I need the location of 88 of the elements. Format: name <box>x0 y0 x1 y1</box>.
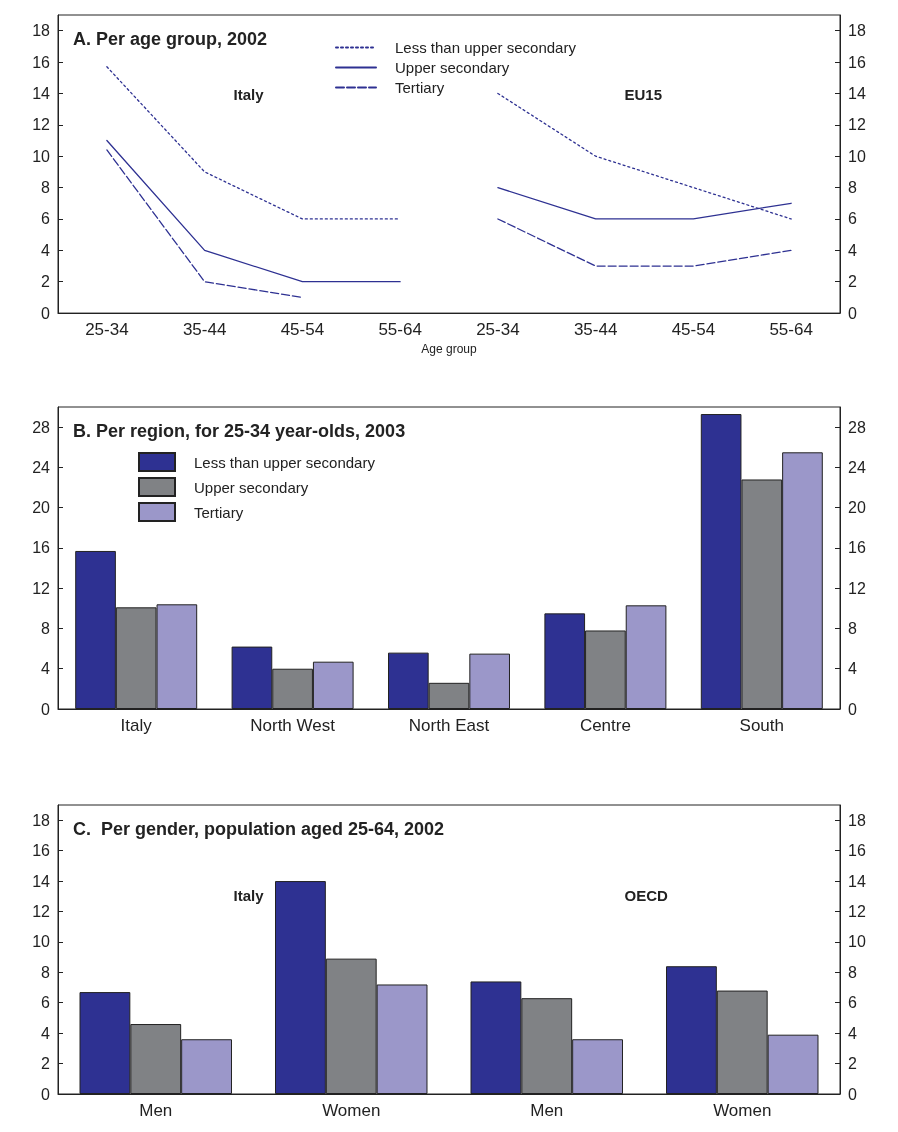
y2-tick-label: 24 <box>848 458 866 476</box>
legend-label: Tertiary <box>395 79 445 96</box>
y-tick-label: 2 <box>41 1055 51 1073</box>
y-tick-label: 4 <box>41 660 51 678</box>
legend-label: Tertiary <box>194 503 244 521</box>
legend-label: Less than upper secondary <box>194 453 376 471</box>
x-tick-label: 35-44 <box>182 320 227 340</box>
y2-tick-label: 8 <box>848 963 857 981</box>
x-tick-label: 45-54 <box>280 320 325 340</box>
y-tick-label: 16 <box>32 53 51 71</box>
legend-label: Upper secondary <box>194 478 309 496</box>
y-tick-label: 16 <box>32 539 51 557</box>
y-tick-label: 10 <box>32 147 51 165</box>
y-tick-label: 20 <box>32 499 51 517</box>
y2-tick-label: 6 <box>848 994 857 1012</box>
y2-tick-label: 4 <box>848 241 857 259</box>
y2-tick-label: 16 <box>848 842 866 860</box>
x-tick-label: 25-34 <box>85 320 129 340</box>
y2-tick-label: 0 <box>848 700 857 718</box>
x-tick-label: Men <box>530 1101 564 1120</box>
y2-tick-label: 20 <box>848 499 866 517</box>
x-tick-label: Women <box>713 1101 772 1120</box>
x-tick-label: Women <box>322 1101 381 1120</box>
text: C. Per gender, population aged 25-64, 2002 <box>73 819 445 839</box>
y2-tick-label: 18 <box>848 22 866 40</box>
text: B. Per region, for 25-34 year-olds, 2003 <box>73 421 406 441</box>
y-tick-label: 10 <box>32 933 51 951</box>
annotation: Italy <box>233 86 265 103</box>
y2-tick-label: 8 <box>848 179 857 197</box>
x-tick-label: North East <box>408 716 490 735</box>
y-tick-label: 18 <box>32 811 51 829</box>
y-tick-label: 8 <box>41 619 51 637</box>
y-tick-label: 14 <box>32 84 51 102</box>
legend-label: Less than upper secondary <box>395 39 577 56</box>
y-tick-label: 2 <box>41 273 51 291</box>
y2-tick-label: 8 <box>848 619 857 637</box>
y-tick-label: 6 <box>41 994 51 1012</box>
y-tick-label: 12 <box>32 579 51 597</box>
y-tick-label: 4 <box>41 1024 51 1042</box>
y-tick-label: 0 <box>41 304 51 322</box>
y-tick-label: 8 <box>41 963 51 981</box>
y2-tick-label: 28 <box>848 418 866 436</box>
x-tick-label: Men <box>139 1101 173 1120</box>
y2-tick-label: 14 <box>848 84 866 102</box>
y2-tick-label: 4 <box>848 1024 857 1042</box>
x-tick-label: 45-54 <box>671 320 716 340</box>
y-tick-label: 8 <box>41 179 51 197</box>
x-tick-label: Centre <box>579 716 631 735</box>
y-tick-label: 0 <box>41 1085 51 1103</box>
y2-tick-label: 14 <box>848 872 866 890</box>
y2-tick-label: 6 <box>848 210 857 228</box>
y-tick-label: 0 <box>41 700 51 718</box>
y2-tick-label: 2 <box>848 273 857 291</box>
x-tick-label: South <box>739 716 785 735</box>
annotation: Italy <box>233 887 265 904</box>
y2-tick-label: 10 <box>848 147 866 165</box>
y-tick-label: 28 <box>32 418 51 436</box>
y-tick-label: 24 <box>32 458 51 476</box>
x-tick-label: 25-34 <box>476 320 520 340</box>
y2-tick-label: 12 <box>848 902 866 920</box>
x-axis-title: Age group <box>421 342 478 356</box>
x-tick-label: 55-64 <box>769 320 813 340</box>
y2-tick-label: 18 <box>848 811 866 829</box>
y-tick-label: 12 <box>32 116 51 134</box>
x-tick-label: 35-44 <box>573 320 618 340</box>
line-series <box>497 92 792 220</box>
y-tick-label: 6 <box>41 210 51 228</box>
annotation: EU15 <box>624 86 663 103</box>
y2-tick-label: 12 <box>848 116 866 134</box>
x-tick-label: Italy <box>120 716 153 735</box>
text: A. Per age group, 2002 <box>73 29 268 49</box>
y-tick-label: 4 <box>41 241 51 259</box>
y2-tick-label: 4 <box>848 660 857 678</box>
y2-tick-label: 0 <box>848 304 857 322</box>
y2-tick-label: 10 <box>848 933 866 951</box>
y2-tick-label: 2 <box>848 1055 857 1073</box>
y2-tick-label: 12 <box>848 579 866 597</box>
y2-tick-label: 0 <box>848 1085 857 1103</box>
y-tick-label: 18 <box>32 22 51 40</box>
y2-tick-label: 16 <box>848 539 866 557</box>
y-tick-label: 12 <box>32 902 51 920</box>
x-tick-label: 55-64 <box>378 320 422 340</box>
y-tick-label: 14 <box>32 872 51 890</box>
x-tick-label: North West <box>250 716 336 735</box>
annotation: OECD <box>624 887 668 904</box>
y2-tick-label: 16 <box>848 53 866 71</box>
legend-label: Upper secondary <box>395 59 510 76</box>
y-tick-label: 16 <box>32 842 51 860</box>
